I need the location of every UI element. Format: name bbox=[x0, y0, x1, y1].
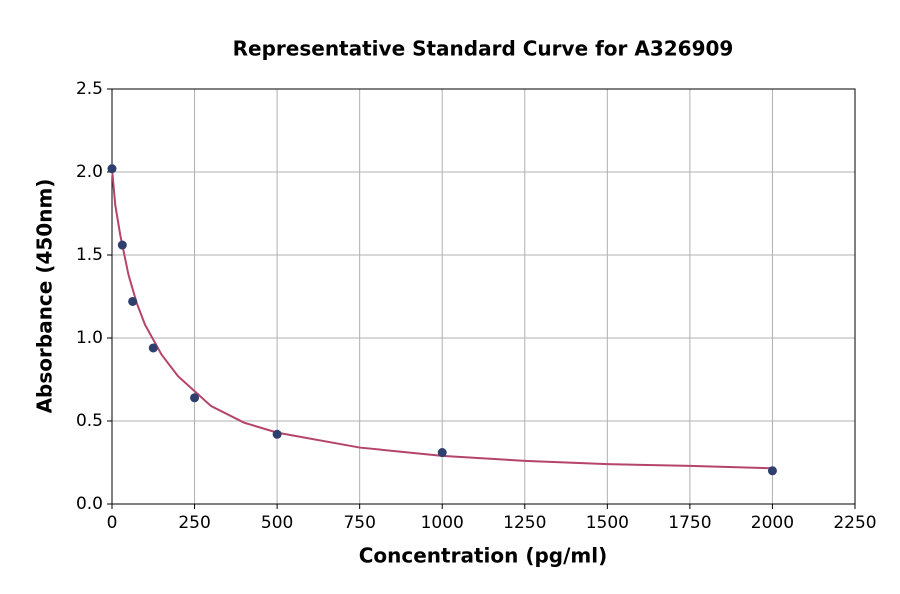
x-tick-label: 2000 bbox=[751, 513, 794, 533]
y-axis-label: Absorbance (450nm) bbox=[33, 179, 57, 414]
data-point bbox=[767, 466, 777, 476]
y-tick-label: 0.5 bbox=[76, 411, 103, 431]
data-point bbox=[437, 448, 447, 458]
y-tick-label: 2.5 bbox=[76, 79, 103, 99]
data-point bbox=[107, 164, 117, 174]
fit-curve bbox=[111, 168, 773, 470]
x-tick-label: 500 bbox=[261, 513, 293, 533]
data-point bbox=[128, 296, 138, 306]
x-tick-label: 750 bbox=[343, 513, 375, 533]
y-tick-label: 0.0 bbox=[76, 494, 103, 514]
y-tick-label: 1.0 bbox=[76, 328, 103, 348]
data-point bbox=[190, 393, 200, 403]
plot-frame bbox=[111, 88, 856, 505]
chart-title: Representative Standard Curve for A32690… bbox=[233, 37, 734, 61]
data-point bbox=[148, 343, 158, 353]
data-point bbox=[272, 429, 282, 439]
y-tick-label: 1.5 bbox=[76, 245, 103, 265]
x-tick-label: 1250 bbox=[503, 513, 546, 533]
x-tick-label: 1500 bbox=[586, 513, 629, 533]
data-point bbox=[117, 240, 127, 250]
x-tick-label: 2250 bbox=[833, 513, 876, 533]
x-tick-label: 0 bbox=[107, 513, 118, 533]
x-tick-label: 1750 bbox=[668, 513, 711, 533]
x-tick-label: 1000 bbox=[421, 513, 464, 533]
x-tick-label: 250 bbox=[178, 513, 210, 533]
y-tick-label: 2.0 bbox=[76, 162, 103, 182]
x-axis-label: Concentration (pg/ml) bbox=[359, 544, 608, 568]
